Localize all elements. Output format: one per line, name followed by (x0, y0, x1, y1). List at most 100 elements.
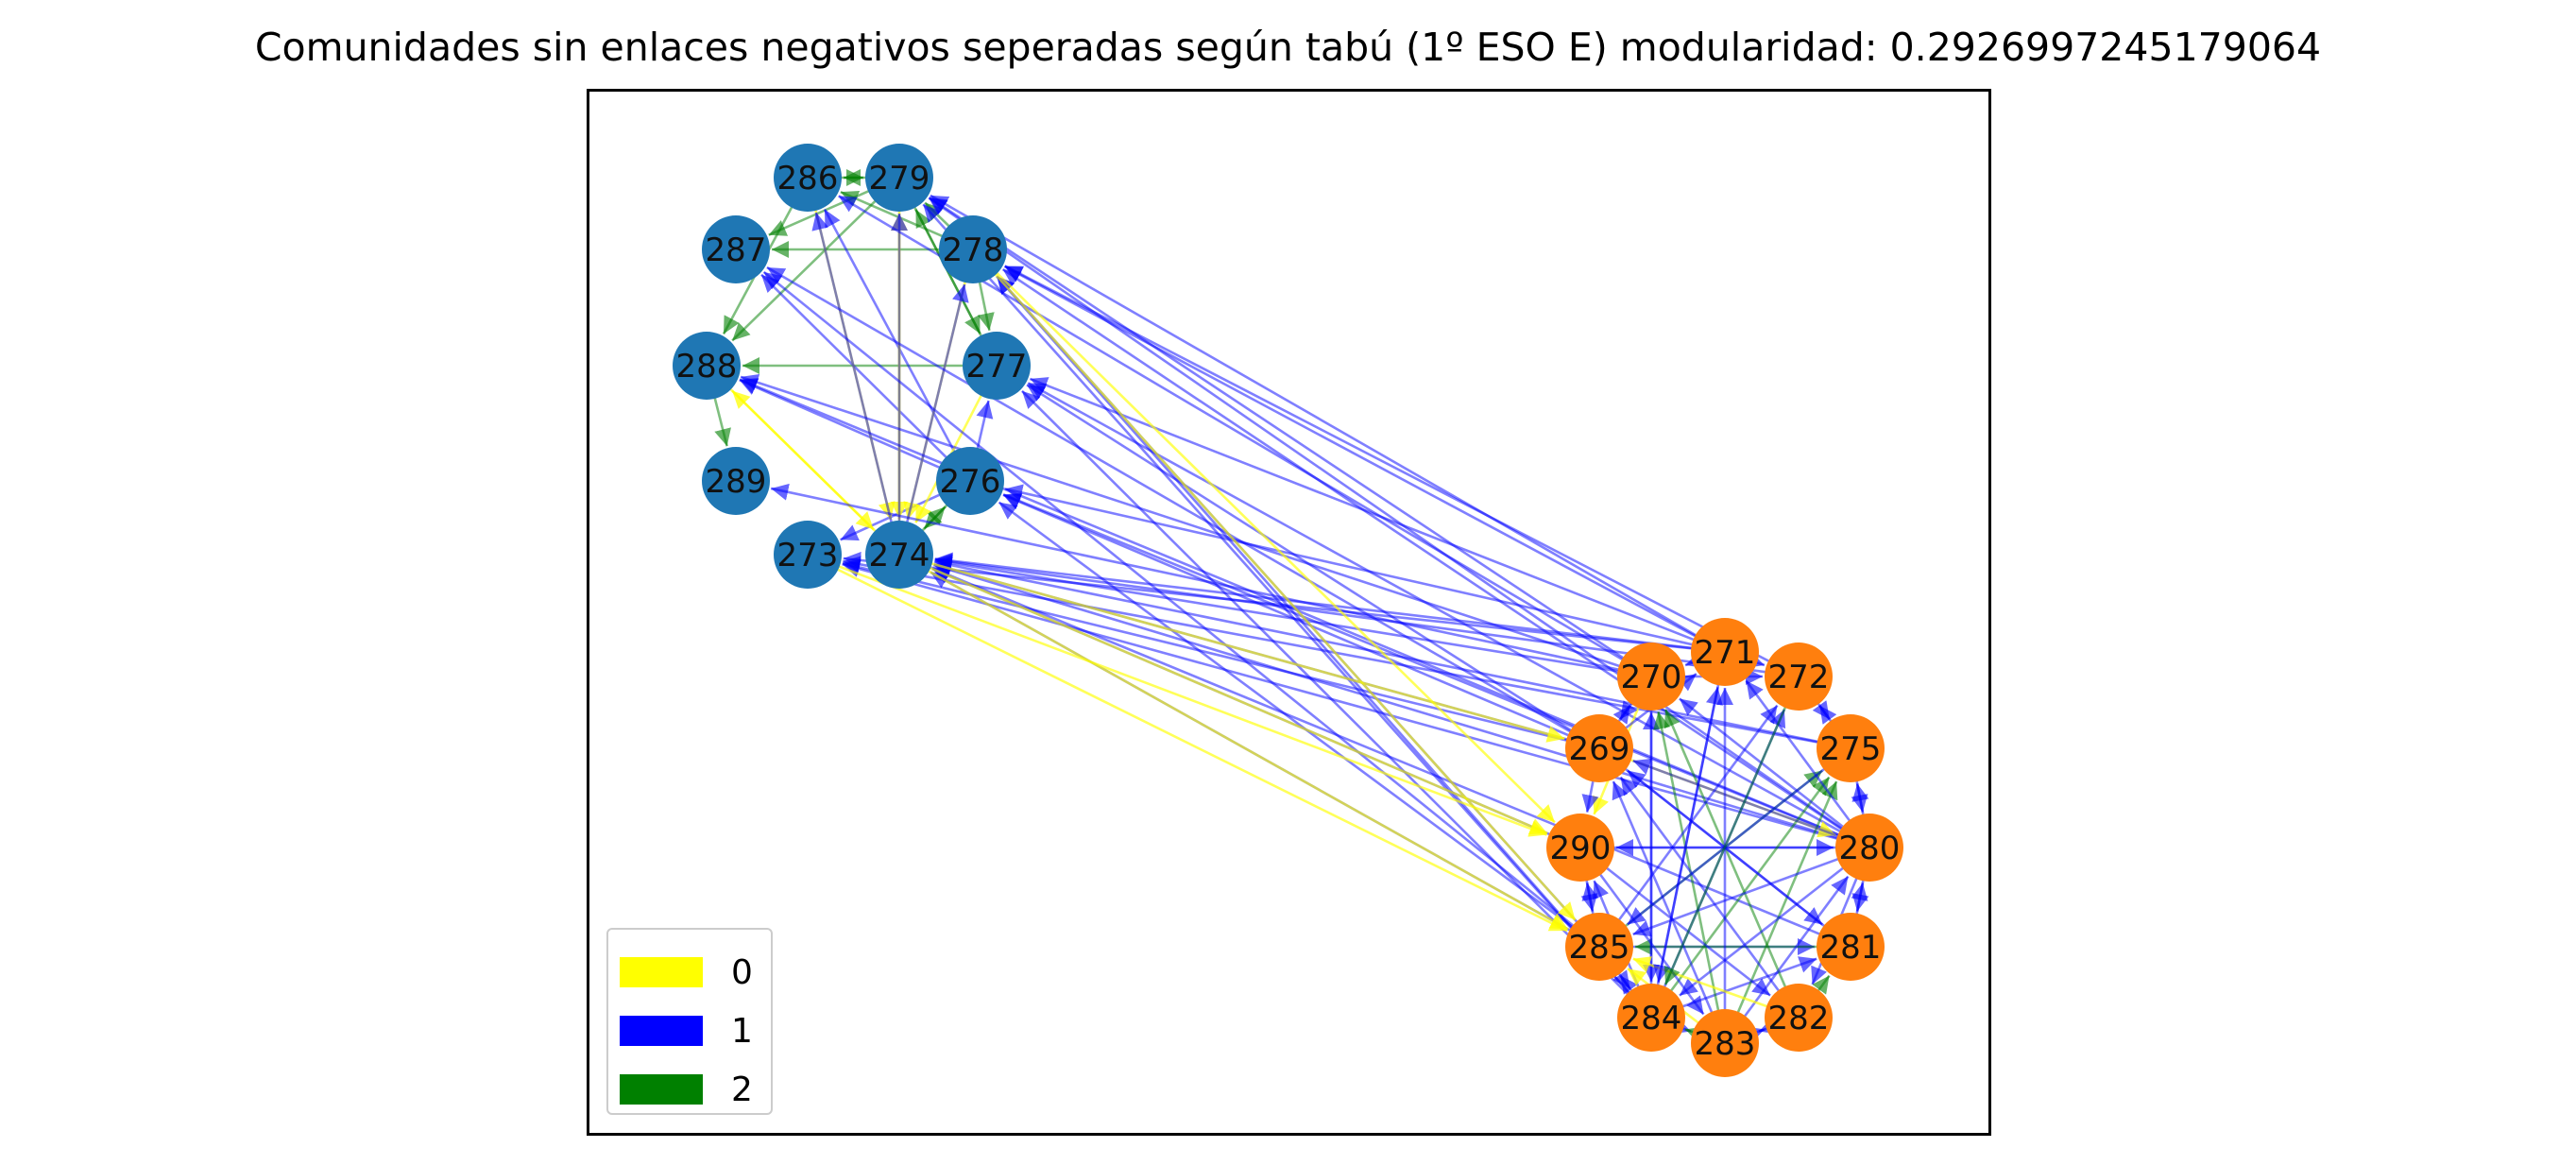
legend-item-0: 0 (608, 943, 771, 1002)
edge-269-287 (766, 266, 1582, 740)
edge-290-283 (1591, 863, 1705, 1016)
edge-276-288 (739, 379, 952, 474)
edge-283-270 (1653, 711, 1723, 1024)
edge-271-279 (930, 194, 1708, 643)
node-label-290: 290 (1550, 830, 1612, 867)
node-circle-270 (1617, 642, 1685, 711)
node-label-272: 272 (1768, 659, 1830, 696)
node-label-278: 278 (943, 231, 1004, 269)
node-284: 284 (1617, 984, 1685, 1052)
node-circle-284 (1617, 984, 1685, 1052)
edge-274-269 (918, 558, 1565, 743)
edge-274-286 (811, 212, 896, 536)
node-circle-271 (1691, 618, 1759, 686)
legend-swatch-blue (620, 1016, 703, 1046)
edge-284-277 (1021, 389, 1638, 1004)
node-280: 280 (1835, 814, 1903, 882)
edge-277-279 (914, 209, 989, 349)
legend-label-1: 1 (731, 1011, 753, 1051)
node-circle-280 (1835, 814, 1903, 882)
node-279: 279 (865, 144, 933, 212)
node-274: 274 (865, 521, 933, 589)
node-circle-289 (702, 447, 770, 515)
node-circle-274 (865, 521, 933, 589)
edge-272-278 (1004, 265, 1782, 669)
legend-label-0: 0 (731, 952, 753, 992)
edge-280-277 (1027, 382, 1852, 839)
edge-280-270 (1679, 697, 1854, 836)
nodes-layer: 286 279 287 278 288 277 289 276 273 274 271 270 272 2… (673, 144, 1903, 1077)
edge-285-287 (762, 270, 1585, 935)
legend-label-2: 2 (731, 1070, 753, 1109)
edge-273-290 (826, 560, 1547, 837)
node-277: 277 (963, 332, 1031, 400)
node-label-279: 279 (869, 160, 930, 197)
node-circle-287 (702, 215, 770, 283)
node-circle-272 (1765, 642, 1833, 711)
node-271: 271 (1691, 618, 1759, 686)
edge-270-288 (740, 373, 1632, 672)
edge-269-281 (1614, 760, 1823, 926)
edge-285-276 (998, 501, 1584, 936)
chart-title: Comunidades sin enlaces negativos sepera… (254, 25, 2322, 70)
node-289: 289 (702, 447, 770, 515)
edge-280-274 (933, 561, 1851, 844)
node-label-270: 270 (1621, 659, 1682, 696)
edge-284-279 (922, 203, 1639, 1003)
edge-275-285 (1627, 760, 1835, 926)
node-circle-273 (774, 521, 842, 589)
edges-layer (710, 168, 1869, 1043)
edge-278-290 (986, 263, 1556, 824)
edge-280-279 (928, 197, 1853, 837)
edge-271-274 (934, 552, 1705, 651)
edge-290-282 (1595, 859, 1771, 997)
node-label-269: 269 (1569, 730, 1630, 768)
edge-281-274 (931, 567, 1833, 940)
edge-280-284 (1679, 859, 1854, 997)
edge-271-276 (1004, 484, 1706, 649)
edge-271-278 (1003, 265, 1708, 643)
node-circle-281 (1817, 913, 1885, 981)
node-label-283: 283 (1695, 1025, 1756, 1063)
node-circle-279 (865, 144, 933, 212)
node-circle-285 (1565, 913, 1633, 981)
edge-274-290 (917, 561, 1548, 835)
node-label-271: 271 (1695, 634, 1756, 672)
edge-279-288 (731, 191, 886, 342)
edge-276-287 (760, 273, 957, 468)
node-label-280: 280 (1839, 830, 1901, 867)
node-label-286: 286 (777, 160, 839, 197)
node-273: 273 (774, 521, 842, 589)
node-281: 281 (1817, 913, 1885, 981)
node-278: 278 (939, 215, 1007, 283)
edge-280-273 (842, 560, 1851, 844)
node-label-281: 281 (1820, 929, 1882, 967)
node-circle-283 (1691, 1009, 1759, 1077)
legend: 0 1 2 (606, 928, 773, 1115)
edge-280-276 (1002, 492, 1851, 842)
node-label-276: 276 (940, 463, 1001, 501)
node-label-285: 285 (1569, 929, 1630, 967)
edge-273-285 (825, 562, 1568, 933)
node-circle-277 (963, 332, 1031, 400)
edge-280-269 (1632, 758, 1851, 842)
node-label-287: 287 (706, 231, 767, 269)
node-label-282: 282 (1768, 1000, 1830, 1037)
node-276: 276 (936, 447, 1004, 515)
edge-278-285 (985, 264, 1577, 921)
node-286: 286 (774, 144, 842, 212)
node-269: 269 (1565, 714, 1633, 782)
edge-270-279 (928, 196, 1635, 667)
node-circle-286 (774, 144, 842, 212)
node-label-289: 289 (706, 463, 767, 501)
edge-269-273 (842, 558, 1580, 745)
node-circle-276 (936, 447, 1004, 515)
node-circle-282 (1765, 984, 1833, 1052)
node-label-288: 288 (676, 348, 738, 385)
edge-271-284 (1653, 671, 1723, 984)
node-circle-288 (673, 332, 741, 400)
node-282: 282 (1765, 984, 1833, 1052)
node-label-277: 277 (966, 348, 1028, 385)
node-275: 275 (1817, 714, 1885, 782)
node-270: 270 (1617, 642, 1685, 711)
